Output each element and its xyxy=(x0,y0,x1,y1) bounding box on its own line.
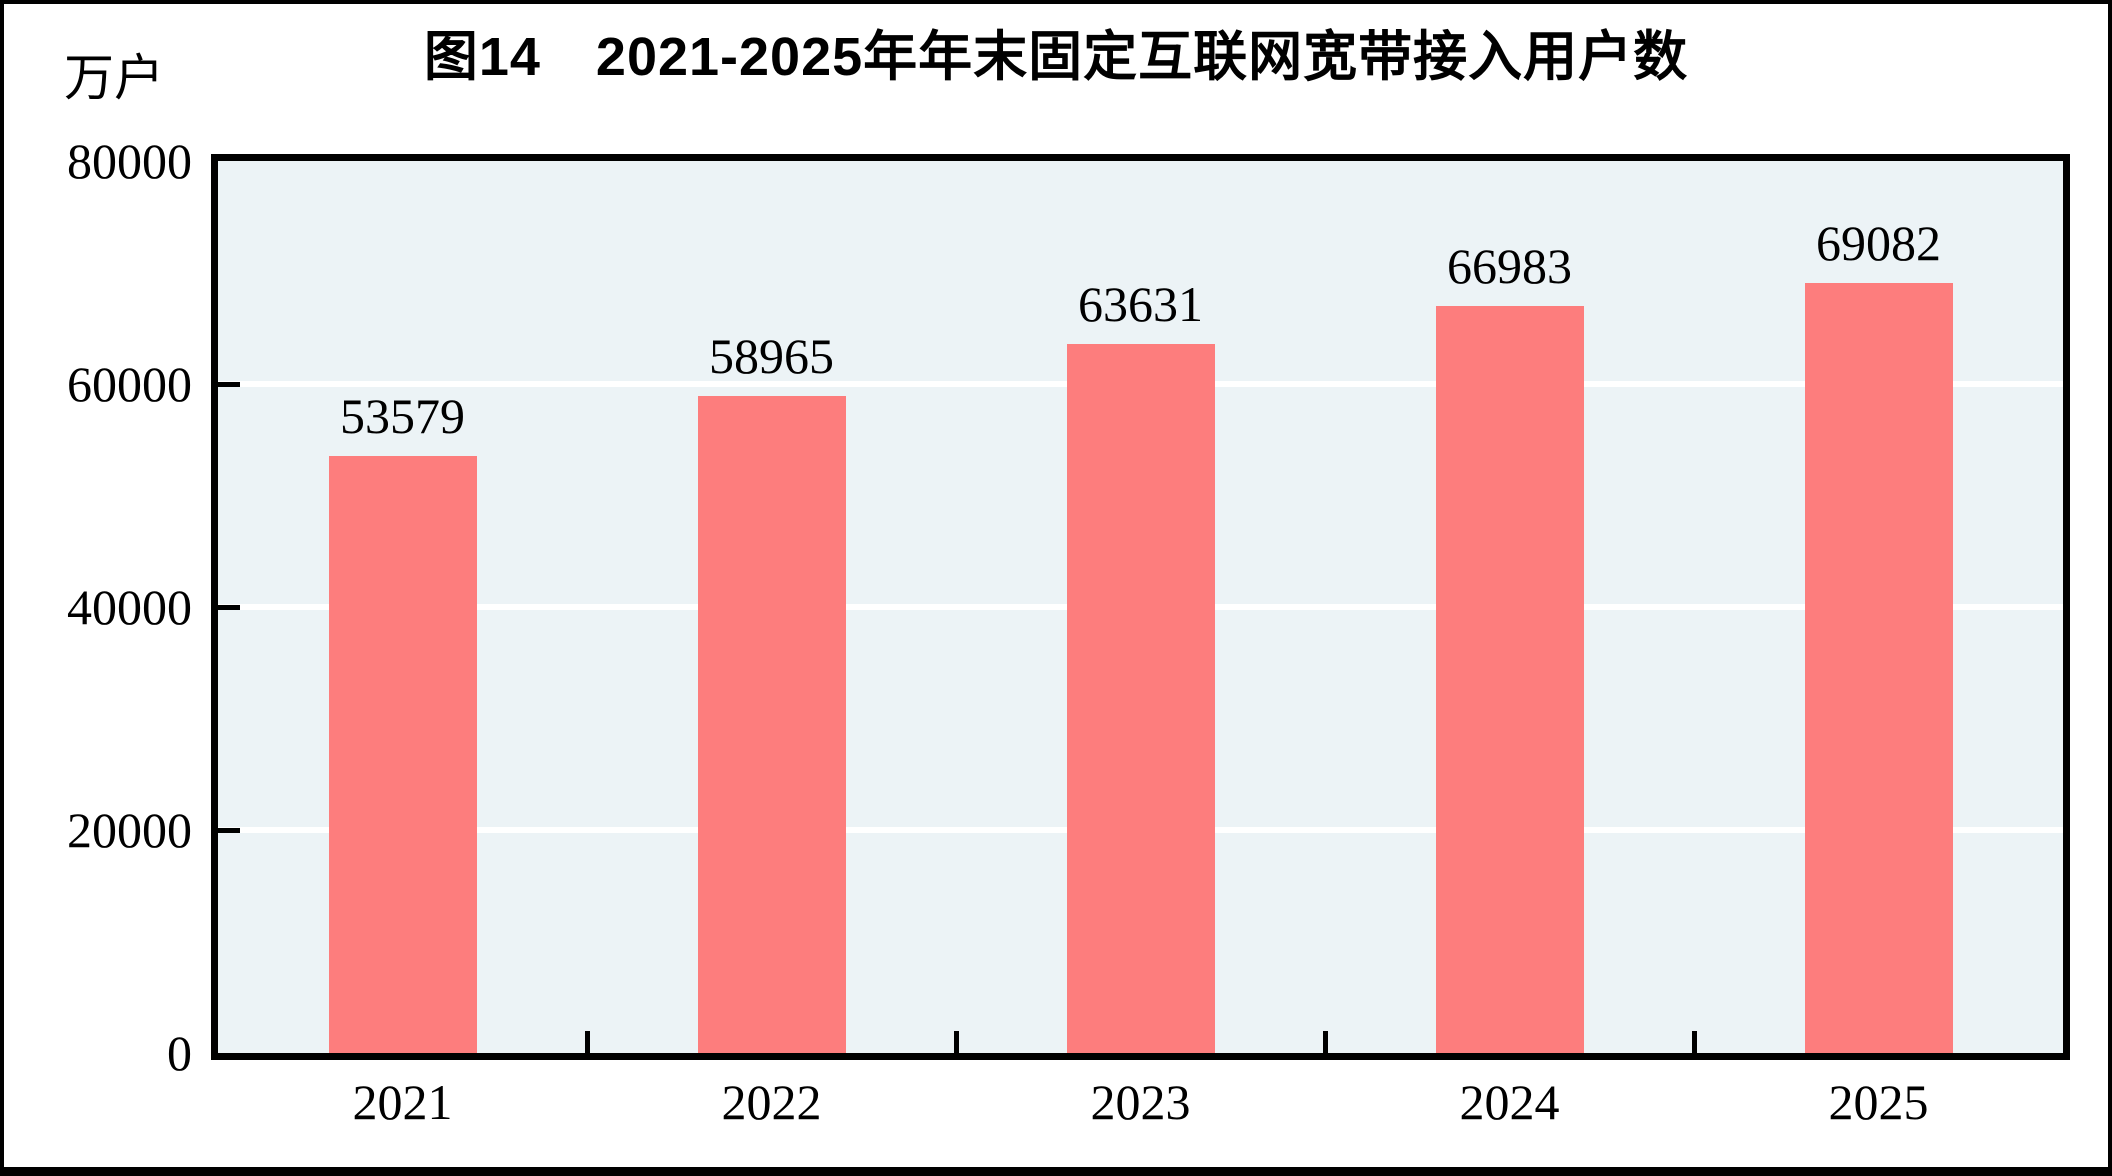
bar-value-label-2023: 63631 xyxy=(1078,275,1203,332)
bar-2021 xyxy=(328,455,477,1053)
x-axis-label-2024: 2024 xyxy=(1459,1074,1560,1130)
x-axis-label-2022: 2022 xyxy=(721,1074,822,1130)
x-axis-tick-2 xyxy=(953,1031,959,1053)
bar-2024 xyxy=(1435,306,1584,1053)
bar-value-label-2024: 66983 xyxy=(1447,238,1572,295)
y-axis-tick-label-40000: 40000 xyxy=(67,579,192,635)
bar-2022 xyxy=(697,395,846,1053)
y-axis-unit-label: 万户 xyxy=(64,50,164,106)
bar-value-label-2022: 58965 xyxy=(709,327,834,384)
x-axis-tick-1 xyxy=(584,1031,590,1053)
x-axis-label-2021: 2021 xyxy=(352,1074,453,1130)
y-axis-tick-label-20000: 20000 xyxy=(67,802,192,858)
chart-title: 图14 2021-2025年年末固定互联网宽带接入用户数 xyxy=(423,27,1689,87)
y-axis-tick-60000 xyxy=(218,381,240,387)
plot-area: 53579 58965 63631 66983 69082 xyxy=(211,154,2070,1060)
bar-value-label-2025: 69082 xyxy=(1816,214,1941,271)
bar-2023 xyxy=(1066,343,1215,1053)
x-axis-label-2025: 2025 xyxy=(1828,1074,1929,1130)
x-axis-tick-3 xyxy=(1322,1031,1328,1053)
y-axis-tick-label-80000: 80000 xyxy=(67,133,192,189)
y-axis-tick-40000 xyxy=(218,604,240,610)
x-axis-label-2023: 2023 xyxy=(1090,1074,1191,1130)
bar-2025 xyxy=(1804,282,1953,1053)
x-axis-tick-4 xyxy=(1691,1031,1697,1053)
y-axis-tick-20000 xyxy=(218,827,240,833)
y-axis-tick-label-60000: 60000 xyxy=(67,356,192,412)
y-axis-tick-label-0: 0 xyxy=(167,1025,192,1081)
bar-value-label-2021: 53579 xyxy=(340,387,465,444)
